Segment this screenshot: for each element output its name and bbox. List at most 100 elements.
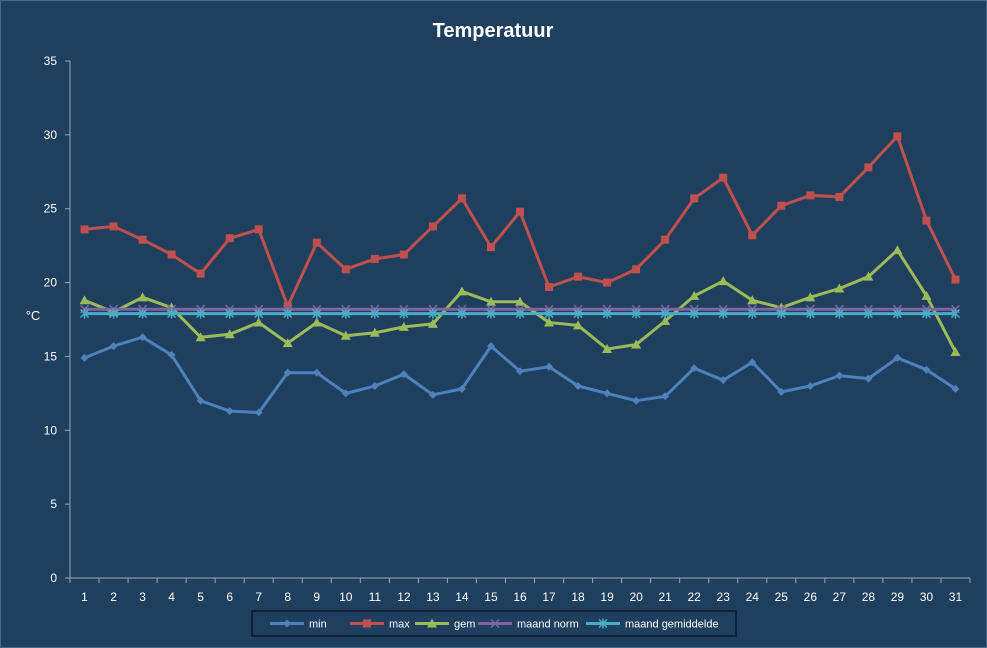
y-tick-label: 10: [44, 423, 58, 437]
y-tick-label: 0: [50, 571, 57, 585]
data-point-max: [225, 234, 234, 243]
data-point-maand-gemiddelde: [109, 308, 119, 319]
x-tick-label: 29: [891, 590, 905, 604]
data-point-gem: [398, 321, 409, 331]
data-point-maand-gemiddelde: [718, 308, 728, 319]
data-point-gem: [602, 344, 613, 354]
legend-marker-min: [283, 619, 291, 628]
data-point-gem: [863, 271, 874, 281]
data-point-gem: [456, 286, 467, 296]
data-point-gem: [631, 339, 642, 349]
x-tick-label: 5: [197, 590, 204, 604]
data-point-min: [428, 390, 437, 399]
data-point-maand-gemiddelde: [631, 308, 641, 319]
data-point-maand-gemiddelde: [283, 308, 293, 319]
data-point-maand-gemiddelde: [486, 308, 496, 319]
data-point-min: [632, 396, 641, 405]
x-tick-label: 16: [513, 590, 527, 604]
legend-marker-max: [363, 619, 371, 628]
data-point-maand-gemiddelde: [776, 308, 786, 319]
data-point-max: [516, 207, 524, 216]
data-point-max: [835, 192, 844, 201]
legend-marker-maand-norm: [490, 618, 500, 629]
data-point-min: [777, 387, 786, 396]
data-point-max: [719, 173, 728, 182]
data-point-max: [486, 243, 495, 252]
data-point-min: [399, 370, 408, 379]
data-point-maand-gemiddelde: [805, 308, 815, 319]
data-point-max: [893, 132, 902, 141]
data-point-gem: [311, 317, 322, 327]
x-tick-label: 2: [110, 590, 117, 604]
data-point-min: [748, 358, 757, 367]
data-point-maand-gemiddelde: [399, 308, 409, 319]
x-tick-label: 15: [484, 590, 498, 604]
data-point-max: [777, 201, 786, 210]
data-point-gem: [573, 320, 584, 330]
data-point-gem: [340, 330, 351, 340]
data-point-max: [457, 194, 466, 203]
data-point-gem: [485, 296, 496, 306]
data-point-min: [516, 367, 524, 376]
legend-label-min: min: [309, 619, 327, 631]
data-point-maand-gemiddelde: [602, 308, 612, 319]
data-point-max: [167, 250, 176, 259]
data-point-min: [138, 333, 147, 342]
data-point-max: [341, 265, 350, 274]
data-point-gem: [369, 327, 380, 337]
x-tick-label: 14: [455, 590, 469, 604]
data-point-max: [254, 225, 263, 234]
data-point-min: [283, 368, 292, 377]
data-point-max: [312, 238, 321, 247]
data-point-gem: [137, 292, 148, 302]
data-point-max: [196, 269, 205, 278]
data-point-maand-gemiddelde: [428, 308, 438, 319]
data-point-max: [661, 235, 670, 244]
data-point-gem: [224, 329, 235, 339]
x-tick-label: 27: [833, 590, 847, 604]
y-tick-label: 35: [44, 54, 58, 68]
data-point-gem: [253, 317, 264, 327]
x-tick-label: 30: [920, 590, 934, 604]
data-point-min: [196, 396, 205, 405]
x-tick-label: 8: [284, 590, 291, 604]
data-point-min: [225, 407, 234, 416]
data-point-min: [254, 408, 263, 417]
data-point-min: [603, 389, 612, 398]
data-point-gem: [515, 296, 525, 306]
data-point-maand-gemiddelde: [370, 308, 380, 319]
data-point-min: [341, 389, 350, 398]
data-point-max: [864, 163, 873, 172]
data-point-maand-gemiddelde: [457, 308, 467, 319]
data-point-min: [893, 353, 902, 362]
x-tick-label: 6: [226, 590, 233, 604]
legend-marker-gem: [427, 618, 437, 628]
data-point-max: [690, 194, 699, 203]
data-point-maand-gemiddelde: [79, 308, 90, 319]
data-point-gem: [427, 318, 438, 328]
data-point-maand-gemiddelde: [544, 308, 554, 319]
data-point-gem: [282, 338, 293, 348]
data-point-maand-gemiddelde: [863, 308, 873, 319]
data-point-maand-gemiddelde: [196, 308, 206, 319]
data-point-min: [719, 376, 728, 385]
x-tick-label: 12: [397, 590, 411, 604]
data-point-min: [457, 384, 466, 393]
data-point-gem: [747, 295, 758, 305]
x-tick-label: 18: [571, 590, 585, 604]
data-point-min: [370, 381, 379, 390]
data-point-max: [428, 222, 437, 231]
data-point-gem: [805, 292, 816, 302]
x-tick-label: 22: [688, 590, 702, 604]
data-point-min: [951, 384, 960, 393]
data-point-maand-gemiddelde: [689, 308, 699, 319]
y-axis-label: °C: [26, 308, 41, 323]
data-point-gem: [950, 346, 961, 356]
legend-label-gem: gem: [454, 619, 475, 631]
data-point-maand-gemiddelde: [138, 308, 148, 319]
x-tick-label: 25: [775, 590, 789, 604]
x-tick-label: 17: [542, 590, 556, 604]
data-point-max: [603, 278, 612, 287]
